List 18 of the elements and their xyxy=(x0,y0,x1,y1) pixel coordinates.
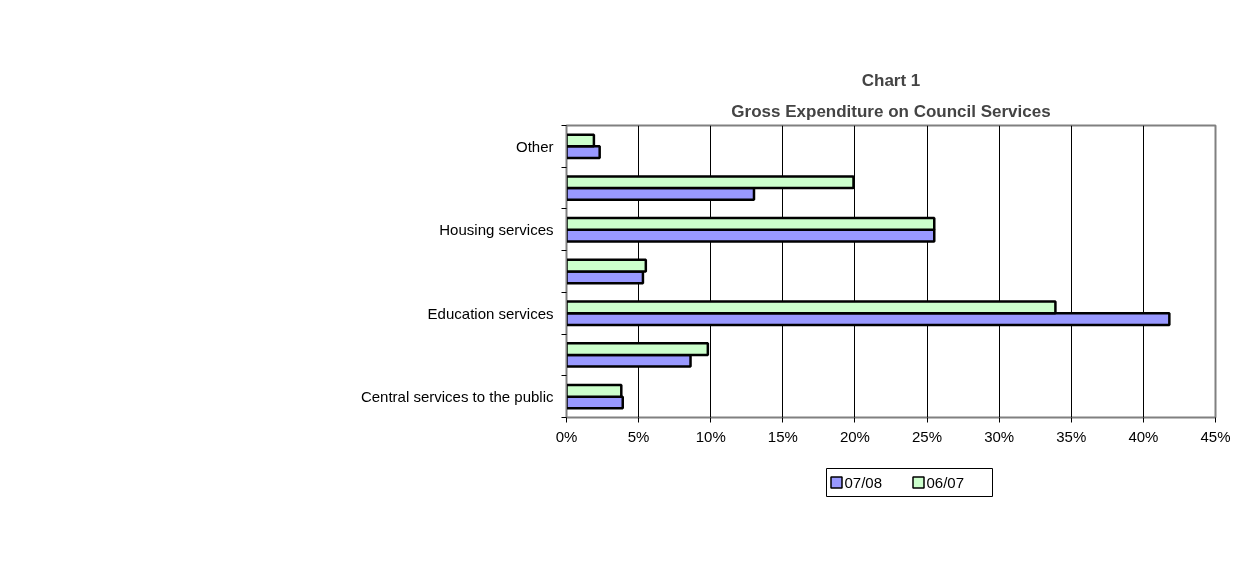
chart-title: Chart 1 xyxy=(861,70,921,90)
y-tick-label: Education services xyxy=(427,304,554,322)
x-tick-label: 5% xyxy=(627,427,650,445)
x-tick-label: 20% xyxy=(839,427,870,445)
legend-label: 07/08 xyxy=(844,474,883,491)
x-tick-label: 45% xyxy=(1200,427,1231,445)
x-tick-label: 30% xyxy=(984,427,1015,445)
chart-subtitle: Gross Expenditure on Council Services xyxy=(731,101,1051,121)
x-tick-label: 35% xyxy=(1056,427,1087,445)
y-tick-label: Central services to the public xyxy=(360,388,554,406)
x-tick-label: 0% xyxy=(555,427,578,445)
x-tick-label: 40% xyxy=(1128,427,1159,445)
y-tick-label: Other xyxy=(515,137,554,155)
legend-label: 06/07 xyxy=(926,474,965,491)
x-tick-label: 10% xyxy=(695,427,726,445)
x-tick-label: 25% xyxy=(912,427,943,445)
y-tick-label: Housing services xyxy=(439,221,554,239)
x-tick-label: 15% xyxy=(767,427,798,445)
